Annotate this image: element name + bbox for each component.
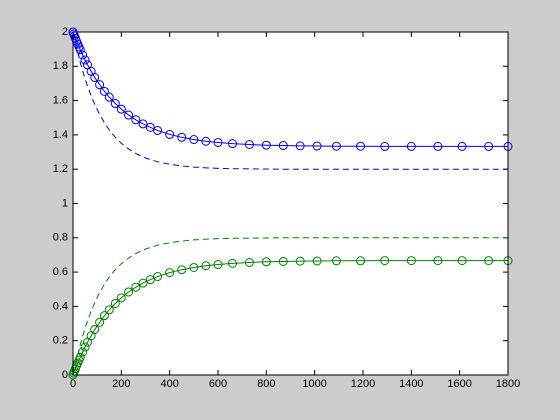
y-tick-label: 0.6 (53, 266, 68, 278)
marker (433, 256, 443, 266)
marker (331, 141, 341, 151)
x-tick-label: 1600 (447, 378, 471, 390)
marker (124, 287, 134, 297)
marker (116, 293, 126, 303)
marker (213, 260, 223, 270)
marker (278, 141, 288, 151)
marker (104, 305, 114, 315)
marker (312, 256, 322, 266)
y-tick-label: 1.8 (53, 60, 68, 72)
marker (201, 136, 211, 146)
x-tick-label: 1200 (351, 378, 375, 390)
marker (165, 129, 175, 139)
marker (189, 262, 199, 272)
marker (244, 140, 254, 150)
x-tick-label: 400 (160, 378, 178, 390)
marker (433, 141, 443, 151)
marker (312, 141, 322, 151)
marker (380, 141, 390, 151)
marker (380, 256, 390, 266)
marker (177, 132, 187, 142)
marker (228, 258, 237, 268)
x-tick-label: 200 (112, 378, 130, 390)
marker (131, 115, 141, 125)
x-tick-label: 600 (209, 378, 227, 390)
y-tick-label: 0.2 (53, 335, 68, 347)
marker (138, 278, 148, 288)
marker (90, 325, 100, 335)
marker (189, 135, 199, 145)
marker (75, 352, 85, 362)
x-tick-label: 1400 (399, 378, 423, 390)
marker (153, 125, 163, 135)
marker (80, 55, 90, 65)
marker (295, 141, 305, 151)
y-tick-label: 2 (62, 26, 68, 38)
marker (177, 265, 187, 275)
x-tick-label: 1000 (302, 378, 326, 390)
x-tick-label: 0 (70, 378, 76, 390)
marker (484, 141, 494, 151)
y-tick-label: 1.4 (53, 129, 68, 141)
marker (116, 104, 126, 114)
y-tick-label: 0.4 (53, 300, 68, 312)
marker (457, 141, 467, 151)
series-line (72, 237, 508, 376)
marker (110, 298, 120, 308)
marker (228, 139, 237, 149)
marker (484, 256, 494, 266)
axes-box (72, 31, 509, 376)
marker (356, 141, 366, 151)
marker (213, 137, 223, 147)
marker (278, 256, 288, 266)
marker (201, 261, 211, 271)
plot-area (73, 32, 508, 375)
y-tick-label: 0.8 (53, 232, 68, 244)
marker (99, 311, 109, 321)
marker (406, 141, 416, 151)
marker (295, 256, 305, 266)
x-tick-label: 1800 (496, 378, 520, 390)
marker (131, 282, 141, 292)
marker (261, 140, 271, 150)
marker (75, 45, 85, 55)
y-tick-label: 1 (62, 197, 68, 209)
marker (331, 256, 341, 266)
marker (95, 317, 105, 327)
y-tick-label: 0 (62, 369, 68, 381)
x-tick-label: 800 (257, 378, 275, 390)
series-line (72, 31, 508, 170)
y-tick-label: 1.2 (53, 163, 68, 175)
marker (457, 256, 467, 266)
marker (406, 256, 416, 266)
y-tick-label: 1.6 (53, 95, 68, 107)
marker (104, 92, 114, 102)
marker (138, 119, 148, 129)
marker (356, 256, 366, 266)
marker (261, 257, 271, 267)
marker (110, 99, 120, 109)
marker (244, 257, 254, 267)
marker (90, 72, 100, 82)
marker (153, 272, 163, 282)
marker (165, 268, 175, 278)
marker (95, 80, 105, 90)
marker (124, 110, 134, 120)
marker (99, 86, 109, 96)
marker (80, 342, 90, 352)
